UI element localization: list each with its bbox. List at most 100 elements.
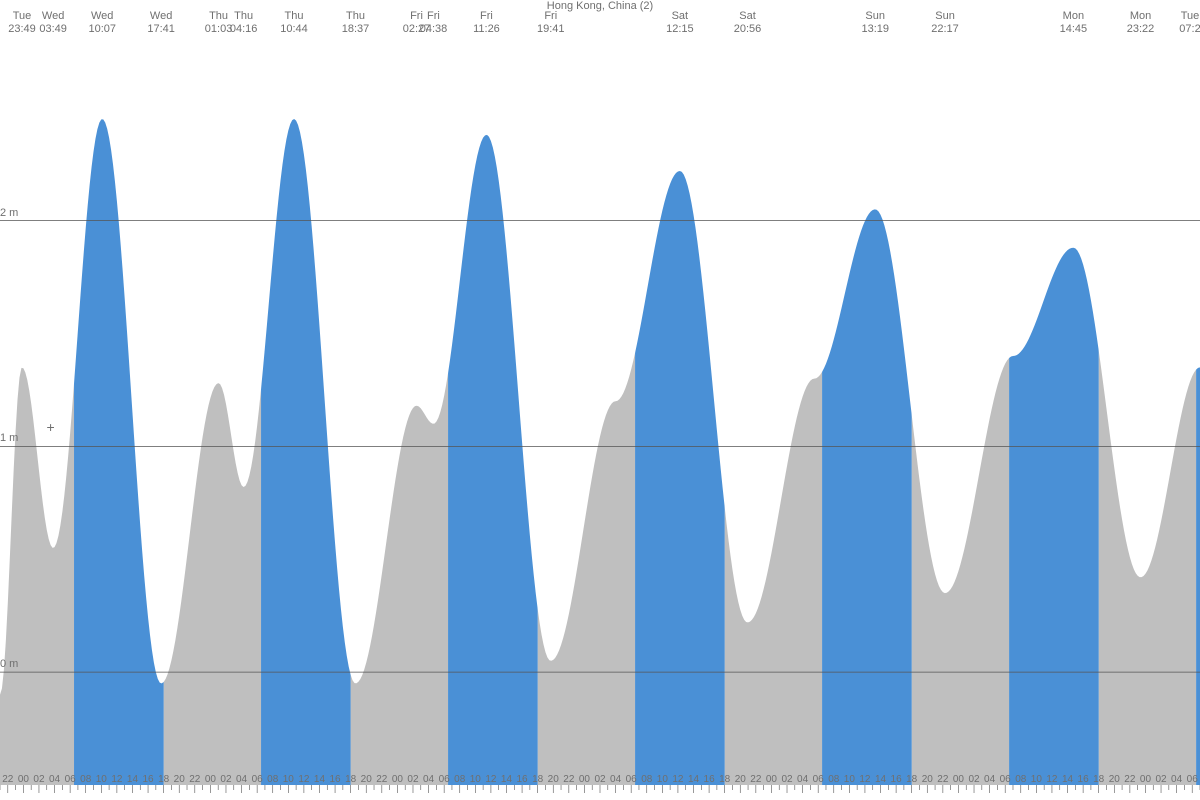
hour-label: 00 xyxy=(392,774,403,785)
hour-label: 10 xyxy=(657,774,668,785)
hour-label: 08 xyxy=(267,774,278,785)
hour-label: 00 xyxy=(579,774,590,785)
tide-time-label: Sat20:56 xyxy=(734,10,762,36)
y-axis-label: 0 m xyxy=(0,658,18,672)
hour-label: 08 xyxy=(828,774,839,785)
hour-label: 00 xyxy=(953,774,964,785)
tide-time-label: Thu18:37 xyxy=(342,10,370,36)
tide-time-label: Wed17:41 xyxy=(147,10,175,36)
hour-label: 06 xyxy=(65,774,76,785)
hour-label: 14 xyxy=(127,774,138,785)
hour-label: 06 xyxy=(1000,774,1011,785)
hour-label: 14 xyxy=(314,774,325,785)
hour-label: 18 xyxy=(345,774,356,785)
hour-label: 22 xyxy=(2,774,13,785)
hour-label: 22 xyxy=(937,774,948,785)
hour-label: 12 xyxy=(298,774,309,785)
hour-label: 06 xyxy=(813,774,824,785)
hour-label: 18 xyxy=(1093,774,1104,785)
tide-time-label: Mon23:22 xyxy=(1127,10,1155,36)
hour-label: 16 xyxy=(1078,774,1089,785)
hour-label: 14 xyxy=(1062,774,1073,785)
hour-label: 14 xyxy=(501,774,512,785)
hour-label: 22 xyxy=(189,774,200,785)
hour-label: 22 xyxy=(563,774,574,785)
hour-label: 04 xyxy=(797,774,808,785)
hour-label: 08 xyxy=(1015,774,1026,785)
hour-label: 06 xyxy=(439,774,450,785)
hour-label: 04 xyxy=(49,774,60,785)
hour-label: 04 xyxy=(610,774,621,785)
hour-label: 10 xyxy=(283,774,294,785)
hour-label: 18 xyxy=(532,774,543,785)
tide-time-label: Tue23:49 xyxy=(8,10,36,36)
hour-label: 16 xyxy=(704,774,715,785)
hour-label: 18 xyxy=(158,774,169,785)
hour-label: 02 xyxy=(1155,774,1166,785)
hour-label: 16 xyxy=(142,774,153,785)
hour-label: 20 xyxy=(735,774,746,785)
hour-label: 14 xyxy=(688,774,699,785)
hour-label: 20 xyxy=(361,774,372,785)
hour-label: 10 xyxy=(844,774,855,785)
hour-label: 06 xyxy=(252,774,263,785)
hour-label: 12 xyxy=(111,774,122,785)
hour-label: 18 xyxy=(906,774,917,785)
marker-plus: + xyxy=(47,419,55,435)
tide-time-label: Thu01:03 xyxy=(205,10,233,36)
hour-label: 16 xyxy=(891,774,902,785)
chart-svg: + xyxy=(0,0,1200,800)
tide-time-label: Thu10:44 xyxy=(280,10,308,36)
hour-label: 04 xyxy=(1171,774,1182,785)
hour-label: 22 xyxy=(750,774,761,785)
hour-label: 12 xyxy=(672,774,683,785)
tide-chart: Hong Kong, China (2) + 0 m 1 m 2 m Tue23:49… xyxy=(0,0,1200,800)
hour-label: 06 xyxy=(626,774,637,785)
tide-time-label: Mon14:45 xyxy=(1060,10,1088,36)
hour-label: 06 xyxy=(1187,774,1198,785)
hour-label: 16 xyxy=(517,774,528,785)
hour-label: 20 xyxy=(548,774,559,785)
hour-label: 08 xyxy=(454,774,465,785)
hour-label: 10 xyxy=(96,774,107,785)
tide-time-label: Sat12:15 xyxy=(666,10,694,36)
hour-label: 00 xyxy=(18,774,29,785)
hour-label: 00 xyxy=(766,774,777,785)
hour-label: 08 xyxy=(641,774,652,785)
tide-time-label: Sun22:17 xyxy=(931,10,959,36)
tide-time-label: Thu04:16 xyxy=(230,10,258,36)
hour-label: 22 xyxy=(376,774,387,785)
hour-label: 20 xyxy=(174,774,185,785)
chart-title: Hong Kong, China (2) xyxy=(0,0,1200,12)
hour-label: 00 xyxy=(205,774,216,785)
tide-time-label: Fri19:41 xyxy=(537,10,565,36)
hour-label: 12 xyxy=(485,774,496,785)
hour-label: 02 xyxy=(33,774,44,785)
hour-label: 20 xyxy=(1109,774,1120,785)
hour-label: 02 xyxy=(594,774,605,785)
hour-label: 02 xyxy=(220,774,231,785)
hour-label: 18 xyxy=(719,774,730,785)
hour-label: 08 xyxy=(80,774,91,785)
tide-time-label: Fri04:38 xyxy=(420,10,448,36)
y-axis-label: 2 m xyxy=(0,207,18,221)
y-axis-label: 1 m xyxy=(0,432,18,446)
hour-label: 14 xyxy=(875,774,886,785)
tide-time-label: Wed03:49 xyxy=(39,10,67,36)
hour-label: 04 xyxy=(236,774,247,785)
hour-label: 16 xyxy=(330,774,341,785)
hour-label: 12 xyxy=(1046,774,1057,785)
hour-label: 10 xyxy=(1031,774,1042,785)
hour-label: 02 xyxy=(968,774,979,785)
hour-label: 02 xyxy=(407,774,418,785)
hour-label: 10 xyxy=(470,774,481,785)
hour-label: 02 xyxy=(781,774,792,785)
hour-label: 04 xyxy=(984,774,995,785)
tide-time-label: Fri11:26 xyxy=(473,10,500,36)
hour-label: 04 xyxy=(423,774,434,785)
tide-time-label: Wed10:07 xyxy=(88,10,116,36)
tide-time-label: Tue07:2 xyxy=(1179,10,1200,36)
hour-label: 22 xyxy=(1124,774,1135,785)
hour-label: 12 xyxy=(859,774,870,785)
tide-time-label: Sun13:19 xyxy=(861,10,889,36)
